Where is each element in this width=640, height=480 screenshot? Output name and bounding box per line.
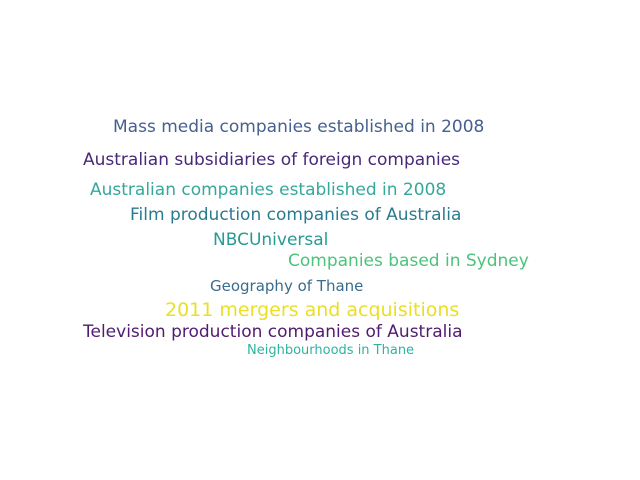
word-television-production-companies-of-australia: Television production companies of Austr… — [83, 322, 463, 342]
word-companies-based-in-sydney: Companies based in Sydney — [288, 251, 529, 271]
word-neighbourhoods-in-thane: Neighbourhoods in Thane — [247, 343, 415, 358]
word-geography-of-thane: Geography of Thane — [210, 277, 364, 295]
word-australian-companies-established-in-2008: Australian companies established in 2008 — [90, 180, 447, 200]
word-australian-subsidiaries-of-foreign-companies: Australian subsidiaries of foreign compa… — [83, 150, 461, 170]
word-film-production-companies-of-australia: Film production companies of Australia — [130, 205, 462, 225]
word-mass-media-companies-established-in-2008: Mass media companies established in 2008 — [113, 117, 485, 137]
word-nbcuniversal: NBCUniversal — [213, 230, 329, 250]
word-2011-mergers-and-acquisitions: 2011 mergers and acquisitions — [165, 299, 460, 321]
